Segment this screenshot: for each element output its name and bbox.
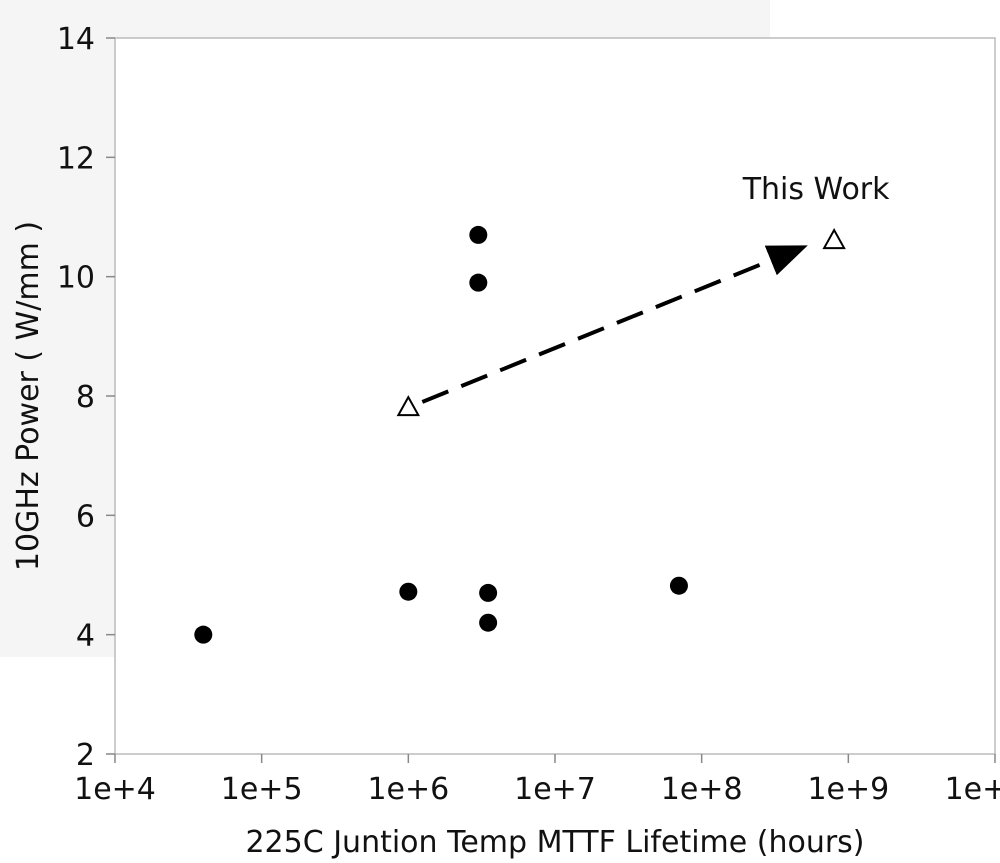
y-tick-label: 4	[76, 619, 95, 654]
y-tick-label: 10	[57, 261, 95, 296]
data-marks: This Work	[194, 172, 890, 644]
data-point-triangle	[822, 228, 846, 250]
annotation-this-work: This Work	[742, 172, 890, 207]
data-point-circle	[399, 582, 418, 601]
data-point-circle	[469, 273, 488, 292]
x-tick-label: 1e+5	[221, 772, 303, 807]
axes: 1e+4 1e+5 1e+6 1e+7 1e+8 1e+9 1e+10 2 4 6 8 10 12 14	[57, 22, 1000, 807]
y-tick-label: 8	[76, 380, 95, 415]
improvement-arrow	[421, 245, 808, 404]
x-tick-label: 1e+9	[807, 772, 889, 807]
x-tick-label: 1e+8	[661, 772, 743, 807]
data-point-triangle	[396, 395, 421, 417]
data-point-circle	[469, 225, 488, 244]
x-tick-label: 1e+6	[367, 772, 449, 807]
x-tick-label: 1e+4	[74, 772, 156, 807]
y-tick-label: 14	[57, 22, 95, 57]
data-point-circle	[194, 625, 213, 644]
x-axis-title: 225C Juntion Temp MTTF Lifetime (hours)	[245, 825, 864, 860]
x-tick-label: 1e+7	[514, 772, 596, 807]
data-point-circle	[479, 613, 498, 632]
y-axis-title: 10GHz Power ( W/mm )	[11, 221, 46, 571]
y-tick-label: 12	[57, 141, 95, 176]
plot-area	[114, 37, 996, 755]
x-tick-label: 1e+10	[945, 772, 1000, 807]
data-point-circle	[669, 576, 688, 595]
y-tick-label: 6	[76, 499, 95, 534]
y-tick-label: 2	[76, 738, 95, 773]
data-point-circle	[479, 583, 498, 602]
